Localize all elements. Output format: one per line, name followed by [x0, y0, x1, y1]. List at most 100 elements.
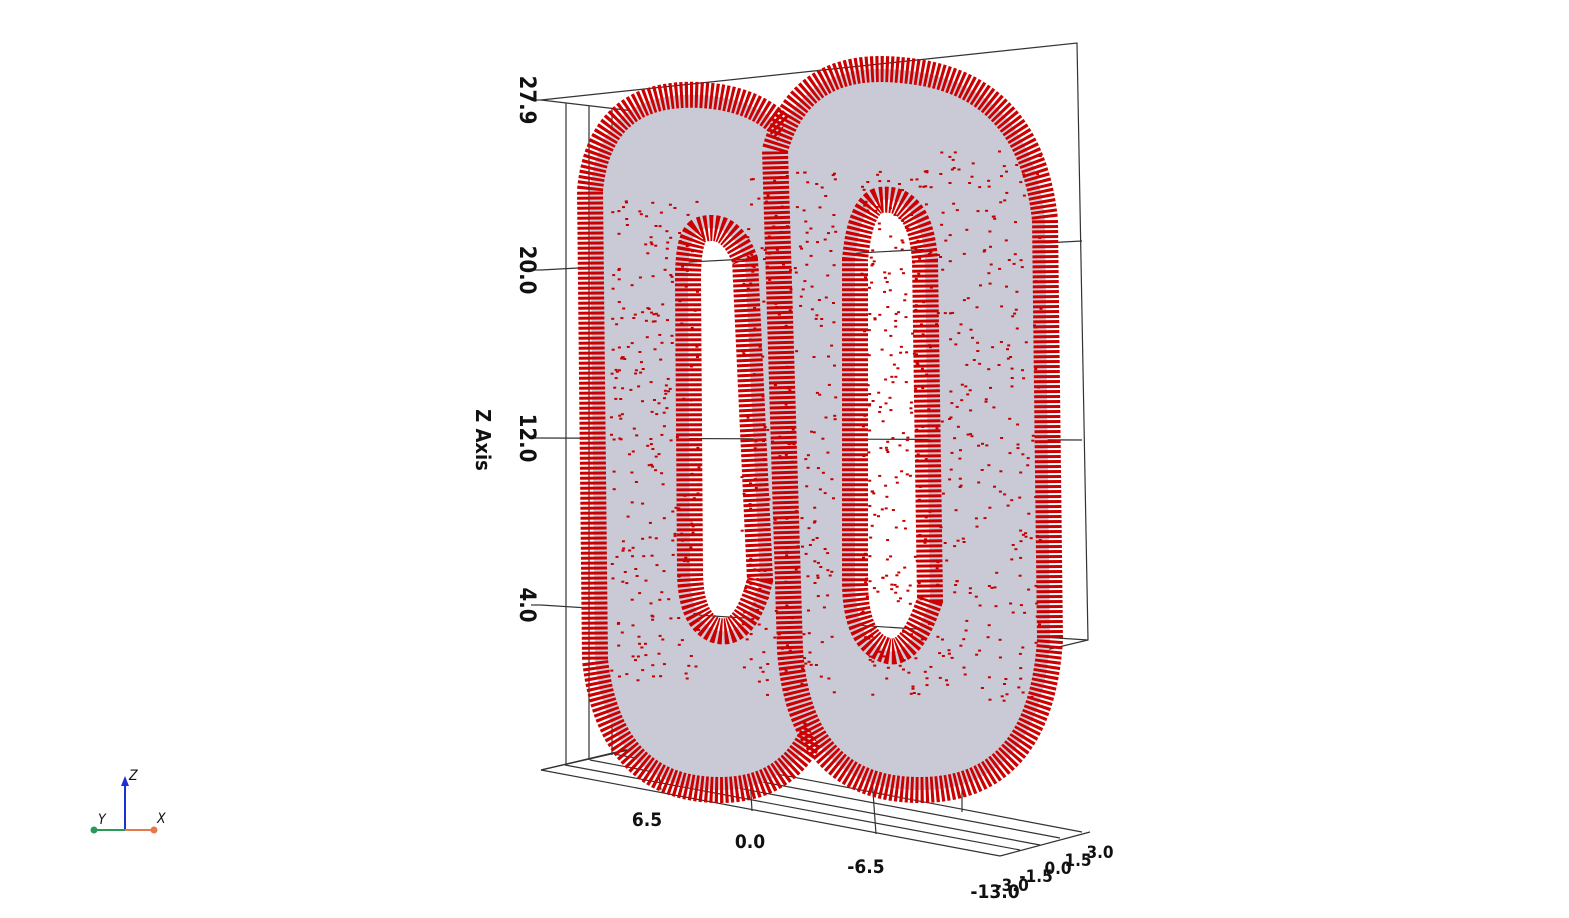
arrow-glyph: [744, 587, 748, 590]
arrow-glyph: [946, 683, 950, 686]
arrow-glyph: [814, 664, 818, 666]
arrow-glyph: [616, 622, 620, 625]
arrow-glyph: [904, 316, 908, 319]
arrow-glyph: [948, 155, 952, 158]
arrow-glyph: [807, 609, 810, 612]
arrow-glyph: [1016, 443, 1020, 446]
arrow-glyph: [753, 298, 757, 301]
arrow-glyph: [881, 576, 885, 579]
arrow-glyph: [956, 425, 960, 428]
orientation-triad[interactable]: Z Y X: [90, 768, 167, 834]
arrow-glyph: [685, 677, 689, 680]
arrow-glyph: [686, 213, 690, 216]
arrow-glyph: [816, 467, 820, 470]
arrow-glyph: [998, 656, 1002, 659]
arrow-glyph: [1015, 164, 1019, 166]
arrow-glyph: [810, 285, 814, 288]
arrow-glyph: [788, 309, 792, 312]
arrow-glyph: [641, 537, 645, 540]
arrow-glyph: [765, 596, 769, 599]
arrow-glyph: [1003, 199, 1007, 202]
arrow-glyph: [815, 537, 819, 539]
arrow-glyph: [749, 282, 753, 285]
arrow-glyph: [691, 525, 695, 528]
arrow-glyph: [988, 506, 992, 509]
arrow-glyph: [928, 444, 932, 447]
arrow-glyph: [751, 178, 755, 181]
arrow-glyph: [894, 526, 898, 529]
arrow-glyph: [997, 364, 1001, 366]
triad-y-label: Y: [98, 812, 107, 828]
arrow-glyph: [876, 590, 880, 593]
arrow-glyph: [620, 357, 624, 360]
arrow-glyph: [787, 443, 791, 446]
arrow-glyph: [911, 687, 915, 690]
arrow-glyph: [1017, 686, 1021, 689]
arrow-glyph: [658, 333, 662, 336]
arrow-glyph: [1002, 165, 1006, 168]
arrow-glyph: [893, 213, 897, 216]
arrow-glyph: [611, 317, 615, 320]
arrow-glyph: [1000, 175, 1003, 178]
arrow-glyph: [868, 658, 872, 661]
arrow-glyph: [680, 322, 684, 325]
arrow-glyph: [1024, 341, 1028, 344]
arrow-glyph: [1022, 175, 1026, 178]
arrow-glyph: [741, 350, 745, 353]
arrow-glyph: [791, 460, 794, 463]
arrow-glyph: [773, 636, 777, 639]
arrow-glyph: [659, 358, 663, 361]
arrow-glyph: [921, 395, 925, 398]
arrow-glyph: [809, 227, 813, 230]
arrow-glyph: [965, 619, 969, 622]
arrow-glyph: [1029, 537, 1033, 540]
arrow-glyph: [1005, 693, 1009, 696]
arrow-glyph: [1018, 496, 1022, 499]
arrow-glyph: [1010, 367, 1014, 370]
arrow-glyph: [810, 430, 813, 433]
arrow-glyph: [653, 320, 657, 323]
arrow-glyph: [623, 358, 627, 360]
arrow-glyph: [998, 150, 1001, 153]
arrow-glyph: [868, 429, 872, 432]
arrow-glyph: [897, 571, 901, 574]
arrow-glyph: [785, 554, 789, 557]
arrow-glyph: [782, 261, 786, 264]
arrow-glyph: [1005, 191, 1009, 194]
arrow-glyph: [927, 424, 931, 427]
arrow-glyph: [818, 393, 822, 396]
arrow-glyph: [614, 397, 618, 400]
arrow-glyph: [823, 548, 827, 550]
arrow-glyph: [917, 498, 921, 501]
arrow-glyph: [947, 652, 951, 655]
arrow-glyph: [784, 324, 788, 327]
arrow-glyph: [834, 396, 838, 399]
arrow-glyph: [911, 685, 915, 688]
arrow-glyph: [810, 308, 814, 311]
arrow-glyph: [803, 280, 807, 283]
arrow-glyph: [813, 560, 817, 563]
arrow-glyph: [749, 338, 753, 341]
arrow-glyph: [952, 202, 956, 205]
arrow-glyph: [800, 517, 804, 520]
arrow-glyph: [742, 352, 746, 355]
arrow-glyph: [1007, 344, 1011, 347]
arrow-glyph: [974, 595, 978, 598]
arrow-glyph: [669, 439, 673, 442]
arrow-glyph: [612, 438, 616, 441]
arrow-glyph: [914, 308, 918, 311]
arrow-glyph: [902, 196, 906, 199]
arrow-glyph: [917, 693, 921, 696]
arrow-glyph: [1014, 308, 1018, 311]
arrow-glyph: [902, 272, 905, 275]
arrow-glyph: [785, 689, 789, 691]
arrow-glyph: [644, 654, 648, 657]
arrow-glyph: [916, 453, 920, 456]
arrow-glyph: [994, 605, 998, 608]
arrow-glyph: [860, 612, 864, 615]
arrow-glyph: [871, 263, 875, 265]
arrow-glyph: [645, 336, 649, 339]
arrow-glyph: [684, 556, 688, 559]
arrow-glyph: [787, 240, 791, 243]
